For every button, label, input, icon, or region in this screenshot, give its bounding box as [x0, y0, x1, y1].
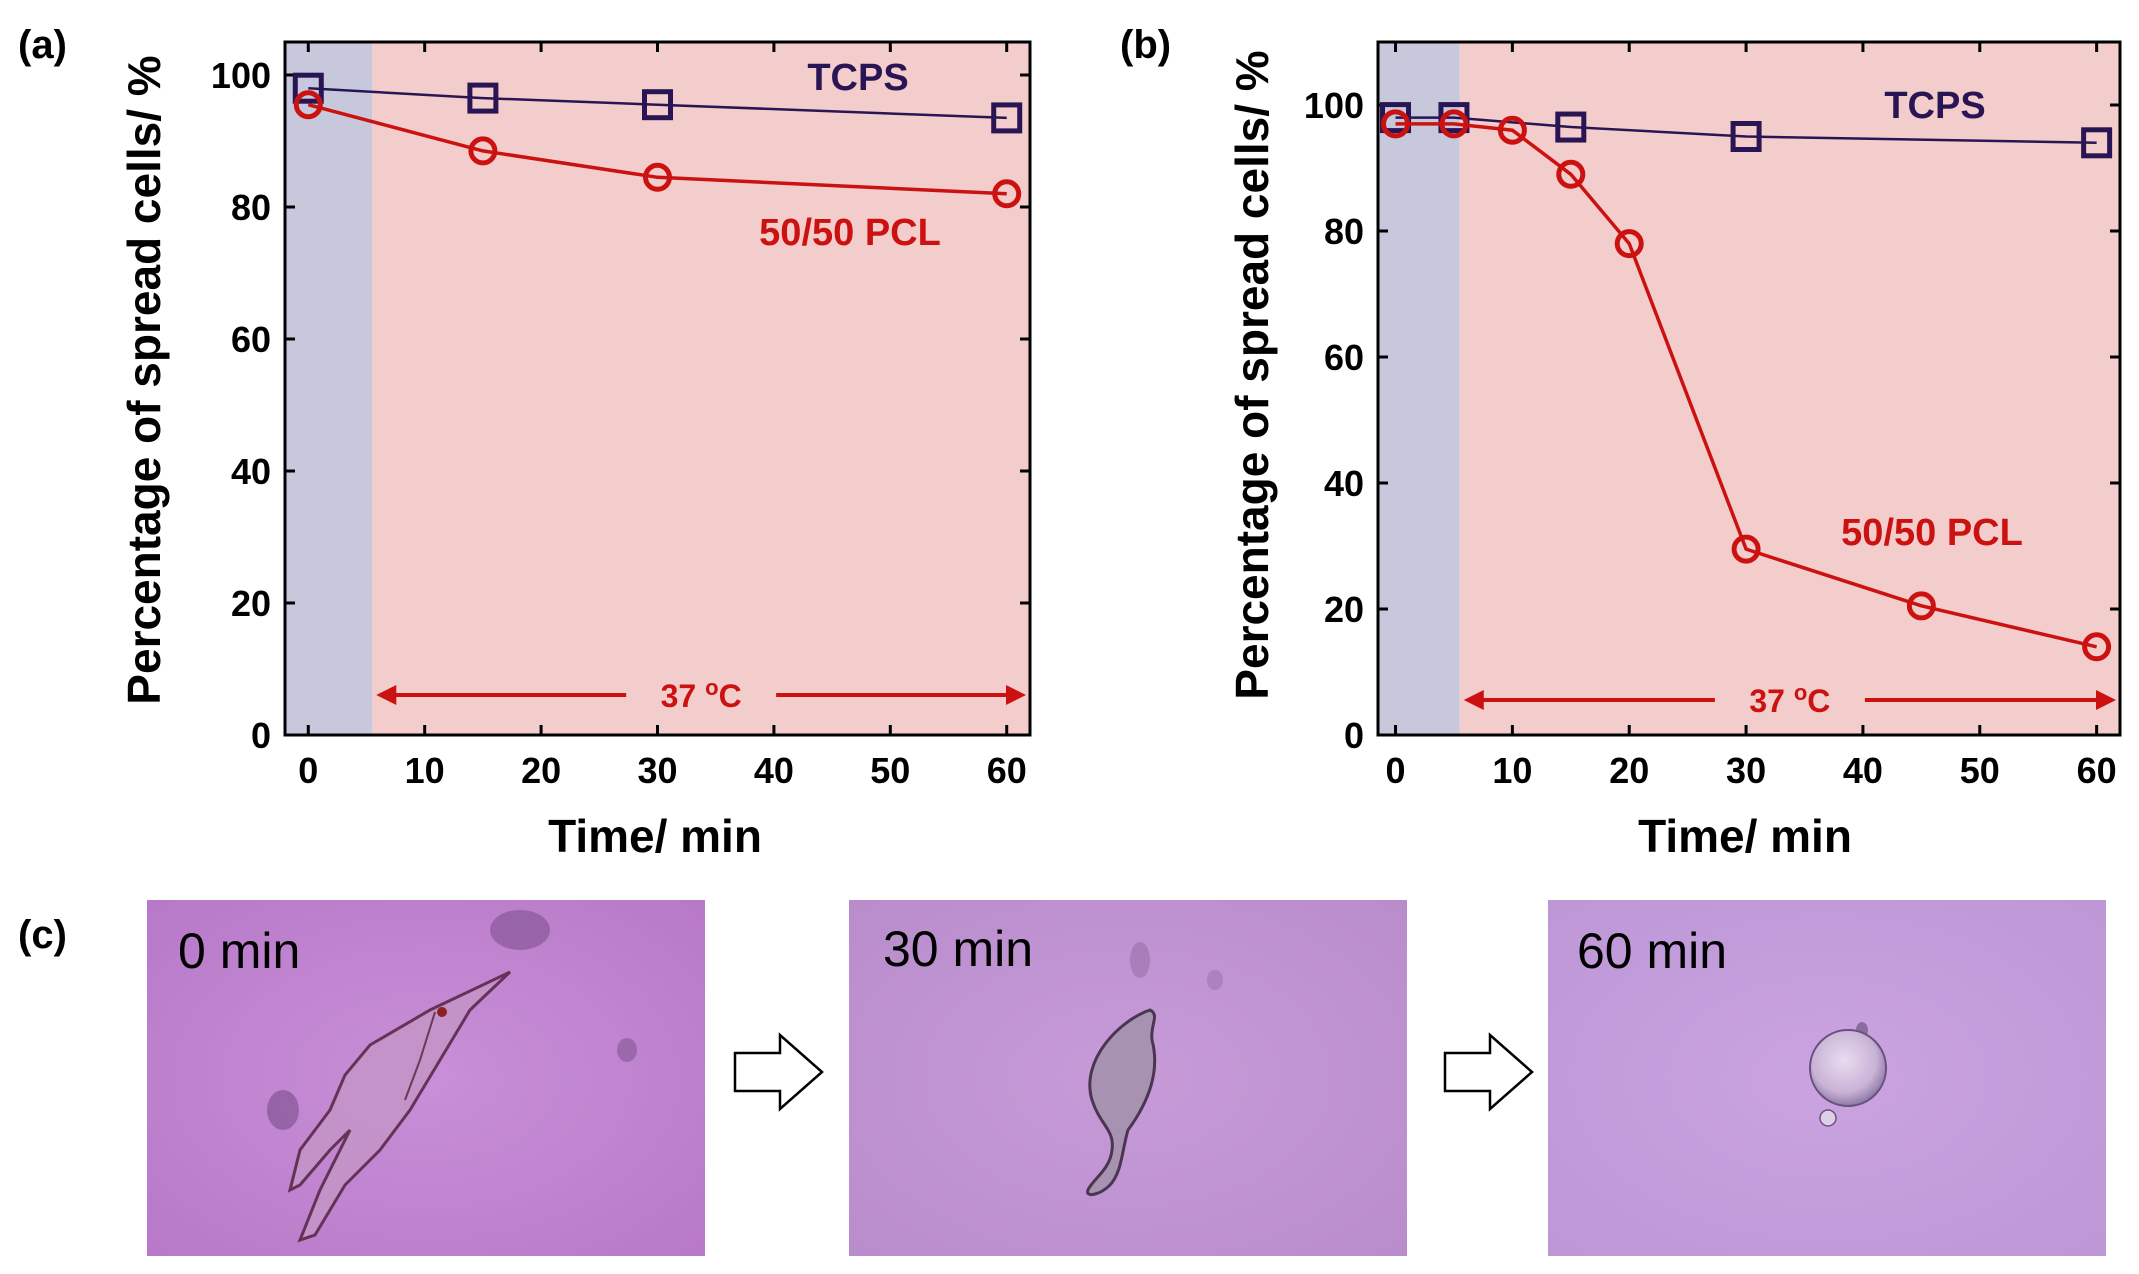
panel-label-c: (c) — [18, 913, 67, 957]
y-tick-label-b: 0 — [1344, 715, 1364, 756]
data-point-pcl-a — [468, 136, 498, 166]
warm-region-a — [372, 42, 1030, 735]
x-tick-label-a: 0 — [298, 750, 318, 791]
data-point-pcl-a — [643, 162, 672, 192]
series-line-tcps-b — [1395, 116, 2097, 145]
micrograph-label-60: 60 min — [1577, 923, 1727, 979]
chart-a: Percentage of spread cells/ % Time/ min … — [118, 40, 1032, 862]
x-tick-label-b: 60 — [2077, 750, 2117, 791]
temp-annotation-b: 37 oC — [1749, 680, 1830, 719]
data-point-tcps-a — [292, 72, 324, 104]
series-label-tcps-a: TCPS — [807, 57, 908, 99]
temp-arrowhead-left-b — [1463, 690, 1484, 710]
y-tick-label-a: 60 — [231, 319, 271, 360]
data-point-tcps-a — [467, 82, 499, 114]
temp-arrowhead-right-b — [2096, 690, 2116, 710]
plot-frame-b — [1376, 40, 2122, 737]
x-tick-label-a: 40 — [754, 750, 794, 791]
x-tick-label-a: 60 — [987, 750, 1027, 791]
data-point-pcl-b — [1614, 229, 1644, 259]
y-tick-label-b: 100 — [1304, 85, 1364, 126]
x-tick-label-a: 50 — [870, 750, 910, 791]
warm-region-b — [1459, 42, 2120, 735]
series-label-tcps-b: TCPS — [1884, 85, 1985, 127]
data-point-tcps-a — [642, 89, 673, 121]
chart-b: Percentage of spread cells/ % Time/ min … — [1226, 40, 2122, 862]
panel-label-a: (a) — [18, 23, 67, 67]
x-tick-label-a: 20 — [521, 750, 561, 791]
y-tick-label-b: 20 — [1324, 589, 1364, 630]
data-point-tcps-b — [2081, 127, 2113, 159]
temp-arrowhead-left-a — [376, 685, 397, 705]
series-line-tcps-a — [308, 86, 1007, 120]
y-tick-label-b: 60 — [1324, 337, 1364, 378]
micrograph-60min: 60 min — [1548, 900, 2106, 1256]
y-axis-title-a: Percentage of spread cells/ % — [118, 55, 170, 704]
y-tick-label-a: 80 — [231, 187, 271, 228]
data-point-tcps-b — [1555, 111, 1587, 143]
x-tick-label-b: 30 — [1726, 750, 1766, 791]
x-axis-title-a: Time/ min — [548, 810, 762, 862]
series-label-pcl-a: 50/50 PCL — [759, 212, 941, 254]
data-point-pcl-a — [293, 90, 323, 120]
data-point-pcl-b — [2082, 632, 2112, 662]
data-point-pcl-b — [1906, 591, 1936, 621]
data-point-pcl-b — [1497, 115, 1527, 145]
x-tick-label-a: 10 — [405, 750, 445, 791]
series-line-pcl-a — [307, 103, 1007, 196]
data-point-pcl-b — [1731, 534, 1761, 564]
temp-arrowhead-right-a — [1006, 685, 1026, 705]
y-tick-label-a: 20 — [231, 583, 271, 624]
y-tick-label-b: 40 — [1324, 463, 1364, 504]
cold-region-a — [285, 42, 373, 735]
x-tick-label-a: 30 — [637, 750, 677, 791]
arrow-icon — [1443, 1032, 1534, 1112]
micrograph-30min: 30 min — [849, 900, 1407, 1256]
x-tick-label-b: 40 — [1843, 750, 1883, 791]
y-tick-label-a: 100 — [211, 55, 271, 96]
micrograph-label-30: 30 min — [883, 921, 1033, 977]
x-tick-label-b: 50 — [1960, 750, 2000, 791]
series-label-pcl-b: 50/50 PCL — [1841, 512, 2023, 554]
micrograph-label-0: 0 min — [178, 923, 300, 979]
panel-label-b: (b) — [1120, 23, 1171, 67]
x-axis-title-b: Time/ min — [1638, 810, 1852, 862]
data-point-pcl-b — [1381, 109, 1411, 139]
data-point-tcps-a — [991, 102, 1023, 134]
data-point-pcl-b — [1556, 159, 1586, 189]
data-point-pcl-a — [992, 179, 1022, 209]
x-tick-label-b: 10 — [1492, 750, 1532, 791]
temp-annotation-a: 37 oC — [661, 675, 742, 714]
data-point-pcl-b — [1439, 109, 1469, 139]
y-tick-label-a: 40 — [231, 451, 271, 492]
x-tick-label-b: 0 — [1386, 750, 1406, 791]
y-tick-label-a: 0 — [251, 715, 271, 756]
y-axis-title-b: Percentage of spread cells/ % — [1226, 50, 1278, 699]
data-point-tcps-b — [1730, 121, 1762, 152]
cold-region-b — [1378, 42, 1460, 735]
arrow-icon — [733, 1032, 824, 1112]
y-tick-label-b: 80 — [1324, 211, 1364, 252]
x-tick-label-b: 20 — [1609, 750, 1649, 791]
micrograph-0min: 0 min — [147, 900, 705, 1256]
